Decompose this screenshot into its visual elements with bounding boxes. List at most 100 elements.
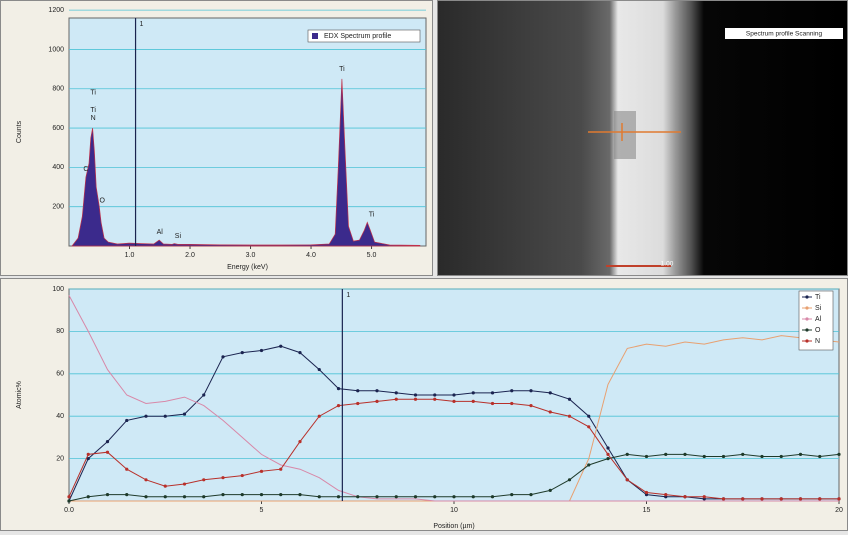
series-marker (318, 368, 321, 371)
series-marker (606, 446, 609, 449)
series-marker (452, 400, 455, 403)
image-label: Spectrum profile Scanning (746, 31, 823, 38)
x-tick-label: 5.0 (367, 252, 377, 259)
series-marker (375, 389, 378, 392)
y-tick-label: 400 (52, 164, 64, 171)
y-tick-label: 800 (52, 86, 64, 93)
series-marker (760, 497, 763, 500)
y-tick-label: 1000 (48, 46, 64, 53)
series-marker (491, 402, 494, 405)
series-marker (799, 453, 802, 456)
x-tick-label: 20 (835, 507, 843, 514)
series-marker (452, 495, 455, 498)
series-marker (337, 404, 340, 407)
x-tick-label: 3.0 (246, 252, 256, 259)
y-tick-label: 40 (56, 413, 64, 420)
y-axis-label: Counts (16, 120, 23, 143)
legend-label: Si (815, 305, 822, 312)
series-marker (703, 455, 706, 458)
series-marker (298, 440, 301, 443)
series-marker (395, 495, 398, 498)
series-marker (298, 351, 301, 354)
y-axis-label: Atomic% (16, 381, 23, 409)
series-marker (433, 495, 436, 498)
y-tick-label: 100 (52, 286, 64, 293)
series-marker (356, 389, 359, 392)
y-tick-label: 60 (56, 371, 64, 378)
sem-image: Spectrum profile Scanning 1.00 (438, 1, 847, 275)
series-marker (472, 400, 475, 403)
series-marker (106, 451, 109, 454)
series-marker (260, 349, 263, 352)
series-marker (395, 398, 398, 401)
y-tick-label: 80 (56, 328, 64, 335)
series-marker (741, 497, 744, 500)
peak-label: Al (157, 229, 164, 236)
series-marker (799, 497, 802, 500)
series-marker (452, 393, 455, 396)
series-marker (587, 425, 590, 428)
series-marker (683, 495, 686, 498)
x-tick-label: 5 (260, 507, 264, 514)
series-marker (780, 455, 783, 458)
series-marker (106, 493, 109, 496)
series-marker (433, 398, 436, 401)
series-marker (164, 495, 167, 498)
series-marker (529, 389, 532, 392)
series-marker (221, 493, 224, 496)
legend-label: Ti (815, 294, 821, 301)
series-marker (395, 391, 398, 394)
peak-label: N (91, 115, 96, 122)
series-marker (568, 398, 571, 401)
series-marker (491, 495, 494, 498)
peak-label: Ti (90, 107, 96, 114)
series-marker (549, 391, 552, 394)
peak-label: Ti (90, 90, 96, 97)
x-tick-label: 10 (450, 507, 458, 514)
series-marker (818, 455, 821, 458)
scale-label: 1.00 (661, 261, 674, 268)
series-marker (67, 499, 70, 502)
series-marker (67, 495, 70, 498)
series-marker (664, 453, 667, 456)
legend-marker (805, 339, 808, 342)
series-marker (414, 495, 417, 498)
legend-marker (805, 295, 808, 298)
series-marker (106, 440, 109, 443)
series-marker (510, 493, 513, 496)
series-marker (318, 495, 321, 498)
y-tick-label: 1200 (48, 7, 64, 14)
series-marker (645, 491, 648, 494)
series-marker (587, 415, 590, 418)
series-marker (626, 453, 629, 456)
series-marker (760, 455, 763, 458)
legend-marker (805, 317, 808, 320)
profile-panel: 204060801000.05101520Atomic%Position (µm… (0, 278, 848, 531)
series-marker (144, 495, 147, 498)
series-marker (183, 482, 186, 485)
series-marker (626, 478, 629, 481)
peak-label: Ti (369, 211, 375, 218)
series-marker (87, 453, 90, 456)
series-marker (510, 402, 513, 405)
series-marker (549, 410, 552, 413)
legend-marker (805, 306, 808, 309)
series-marker (491, 391, 494, 394)
series-marker (241, 493, 244, 496)
series-marker (241, 351, 244, 354)
series-marker (510, 389, 513, 392)
peak-label: O (100, 198, 106, 205)
series-marker (260, 493, 263, 496)
series-marker (664, 493, 667, 496)
peak-label: C (83, 166, 88, 173)
legend-label: Al (815, 316, 822, 323)
series-marker (375, 495, 378, 498)
series-marker (606, 453, 609, 456)
series-marker (780, 497, 783, 500)
series-marker (202, 393, 205, 396)
x-tick-label: 2.0 (185, 252, 195, 259)
series-marker (183, 412, 186, 415)
series-marker (164, 485, 167, 488)
